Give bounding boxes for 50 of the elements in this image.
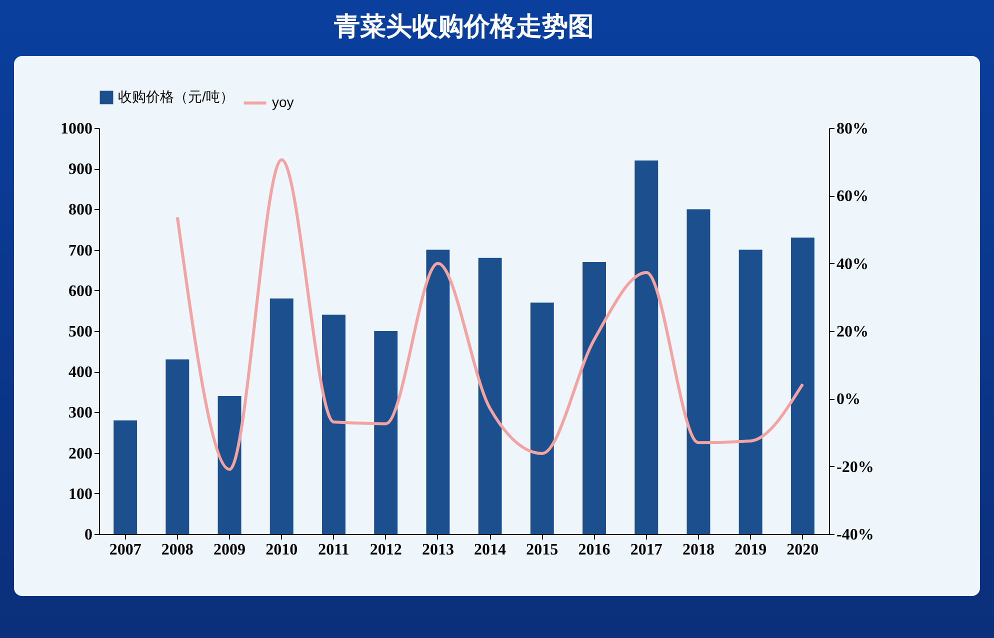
x-tick-label: 2008 — [161, 542, 194, 558]
bar — [530, 302, 554, 534]
bar — [270, 298, 294, 534]
x-tick-label: 2012 — [370, 542, 402, 558]
x-tick-label: 2019 — [734, 542, 767, 558]
y-tick-label: 900 — [68, 161, 92, 178]
x-tick-label: 2007 — [109, 542, 142, 558]
line-series — [176, 158, 804, 471]
x-tick-label: 2010 — [266, 542, 298, 558]
bar — [738, 250, 762, 534]
bar — [374, 331, 398, 534]
chart-title: 青菜头收购价格走势图 — [333, 12, 594, 42]
y-tick-label: 0 — [84, 526, 92, 544]
x-tick-label: 2011 — [318, 542, 350, 558]
y2-tick-label: 60% — [836, 188, 868, 206]
x-tick-label: 2015 — [526, 542, 558, 558]
bar — [426, 250, 450, 534]
x-tick-label: 2014 — [474, 542, 506, 558]
legend-label: 收购价格（元/吨） — [118, 88, 234, 104]
bar — [686, 209, 710, 534]
y-tick-label: 500 — [68, 324, 92, 340]
bar — [478, 258, 502, 534]
y2-tick-label: 40% — [836, 256, 868, 273]
y2-tick-label: 80% — [836, 120, 868, 138]
y-tick-label: 800 — [68, 202, 92, 219]
y-tick-label: 600 — [68, 282, 92, 300]
bar — [114, 420, 138, 534]
x-tick-label: 2009 — [214, 542, 246, 558]
y2-tick-label: 20% — [836, 324, 868, 340]
y-tick-label: 200 — [68, 445, 92, 462]
x-tick-label: 2013 — [422, 542, 454, 558]
y-tick-label: 100 — [68, 486, 92, 503]
bar — [790, 238, 814, 534]
y-tick-label: 1000 — [60, 120, 92, 138]
x-tick-label: 2016 — [578, 542, 610, 558]
x-tick-label: 2020 — [786, 542, 819, 558]
bar — [582, 262, 606, 534]
y2-tick-label: -40% — [836, 526, 874, 544]
bar — [322, 314, 346, 534]
x-tick-label: 2017 — [630, 542, 662, 558]
bar — [218, 396, 242, 534]
x-tick-label: 2018 — [682, 542, 714, 558]
y2-tick-label: 0% — [836, 391, 860, 408]
bar — [634, 160, 658, 534]
y2-tick-label: -20% — [836, 458, 874, 476]
bar — [166, 359, 190, 534]
legend-label: yoy — [272, 94, 294, 110]
y-tick-label: 300 — [68, 404, 92, 422]
y-tick-label: 700 — [68, 242, 92, 260]
y-tick-label: 400 — [68, 364, 92, 382]
